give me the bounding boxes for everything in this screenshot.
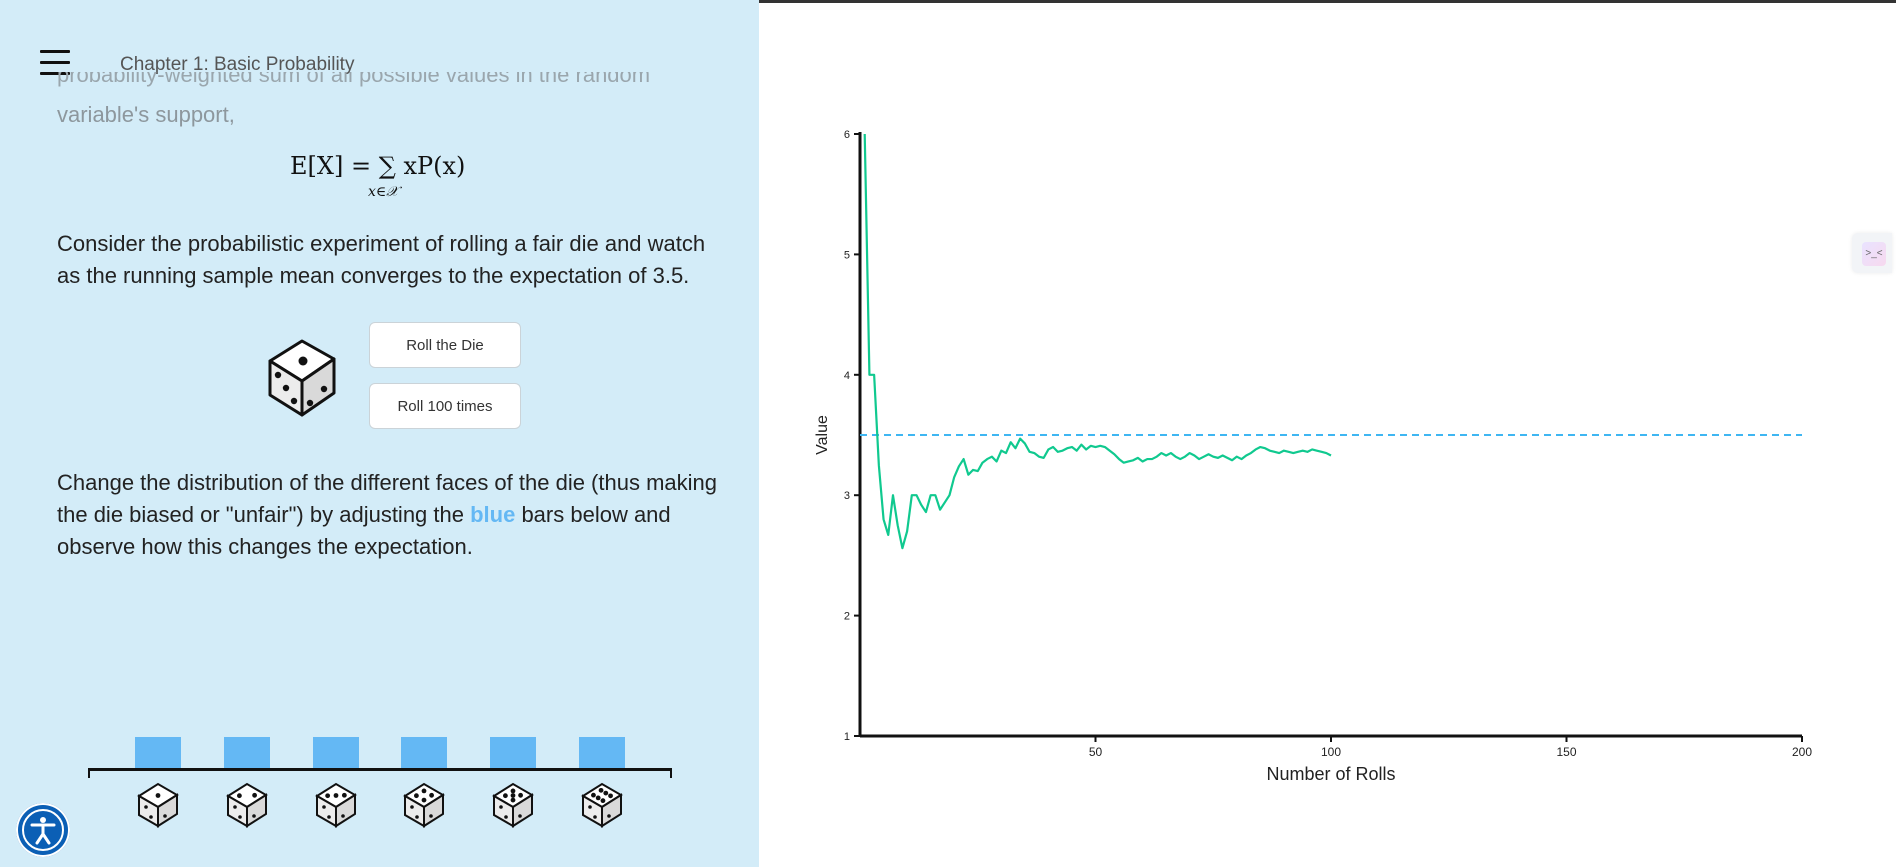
face-5-probability-bar[interactable] <box>490 737 537 768</box>
top-border <box>0 0 1896 3</box>
y-tick-label: 3 <box>844 490 850 502</box>
die-face-3-icon <box>314 782 357 828</box>
die-icon[interactable] <box>262 333 342 419</box>
experiment-paragraph: Consider the probabilistic experiment of… <box>57 231 706 288</box>
menu-line <box>40 50 70 53</box>
bias-paragraph: Change the distribution of the different… <box>57 467 717 563</box>
expectation-formula: E[X] = ∑ xP(x) x∈𝒳 <box>290 152 466 200</box>
y-tick-label: 5 <box>844 249 850 261</box>
x-tick-label: 150 <box>1556 745 1576 759</box>
running-mean-chart: 1 2 3 4 5 6 50 100 150 200 Number of Rolls Value <box>814 129 1812 784</box>
formula-subscript: x∈𝒳 <box>368 184 399 200</box>
die-face-2-icon <box>225 782 268 828</box>
die-face-5-icon <box>492 782 535 828</box>
edge-widget[interactable]: >_< <box>1852 233 1892 273</box>
bias-text-a: Change the distribution of the different… <box>57 470 717 527</box>
x-tick-label: 100 <box>1321 745 1341 759</box>
y-tick-label: 2 <box>844 611 850 623</box>
assistant-widget-icon: >_< <box>1862 242 1886 266</box>
accessibility-icon <box>22 809 64 851</box>
face-1-probability-bar[interactable] <box>135 737 181 768</box>
left-panel: Chapter 1: Basic Probability probability… <box>0 0 759 867</box>
x-tick-label: 50 <box>1089 745 1103 759</box>
menu-line <box>40 72 70 75</box>
die-face-4-icon <box>403 782 446 828</box>
y-tick-label: 6 <box>844 129 850 141</box>
chapter-title: Chapter 1: Basic Probability <box>120 54 355 75</box>
face-2-probability-bar[interactable] <box>223 737 270 768</box>
die-face-1-icon <box>137 782 179 828</box>
accessibility-button[interactable] <box>16 803 70 857</box>
die-face-6-icon <box>581 782 623 828</box>
roll-100-button[interactable]: Roll 100 times <box>369 383 521 429</box>
hamburger-menu-icon[interactable] <box>40 50 70 78</box>
x-tick-label: 200 <box>1792 745 1812 759</box>
face-6-probability-bar[interactable] <box>579 737 625 768</box>
die-shape <box>268 339 336 417</box>
scrolled-text: probability-weighted sum of all possible… <box>57 72 651 87</box>
formula-text: E[X] = ∑ xP(x) <box>290 152 466 180</box>
face-4-probability-bar[interactable] <box>401 737 448 768</box>
face-3-probability-bar[interactable] <box>312 737 359 768</box>
x-axis-label: Number of Rolls <box>1266 764 1395 784</box>
y-axis-label: Value <box>814 415 831 455</box>
roll-die-button[interactable]: Roll the Die <box>369 322 521 368</box>
support-text: variable's support, <box>57 102 235 127</box>
distribution-axis <box>88 768 672 778</box>
scrolled-text-fragment: probability-weighted sum of all possible… <box>57 72 650 94</box>
y-tick-label: 1 <box>844 731 850 743</box>
bias-text-b: bars below and observe how this changes … <box>57 502 671 559</box>
y-tick-label: 4 <box>844 370 850 382</box>
running-mean-line <box>863 133 1332 550</box>
blue-word: blue <box>470 502 516 527</box>
menu-line <box>40 61 70 64</box>
